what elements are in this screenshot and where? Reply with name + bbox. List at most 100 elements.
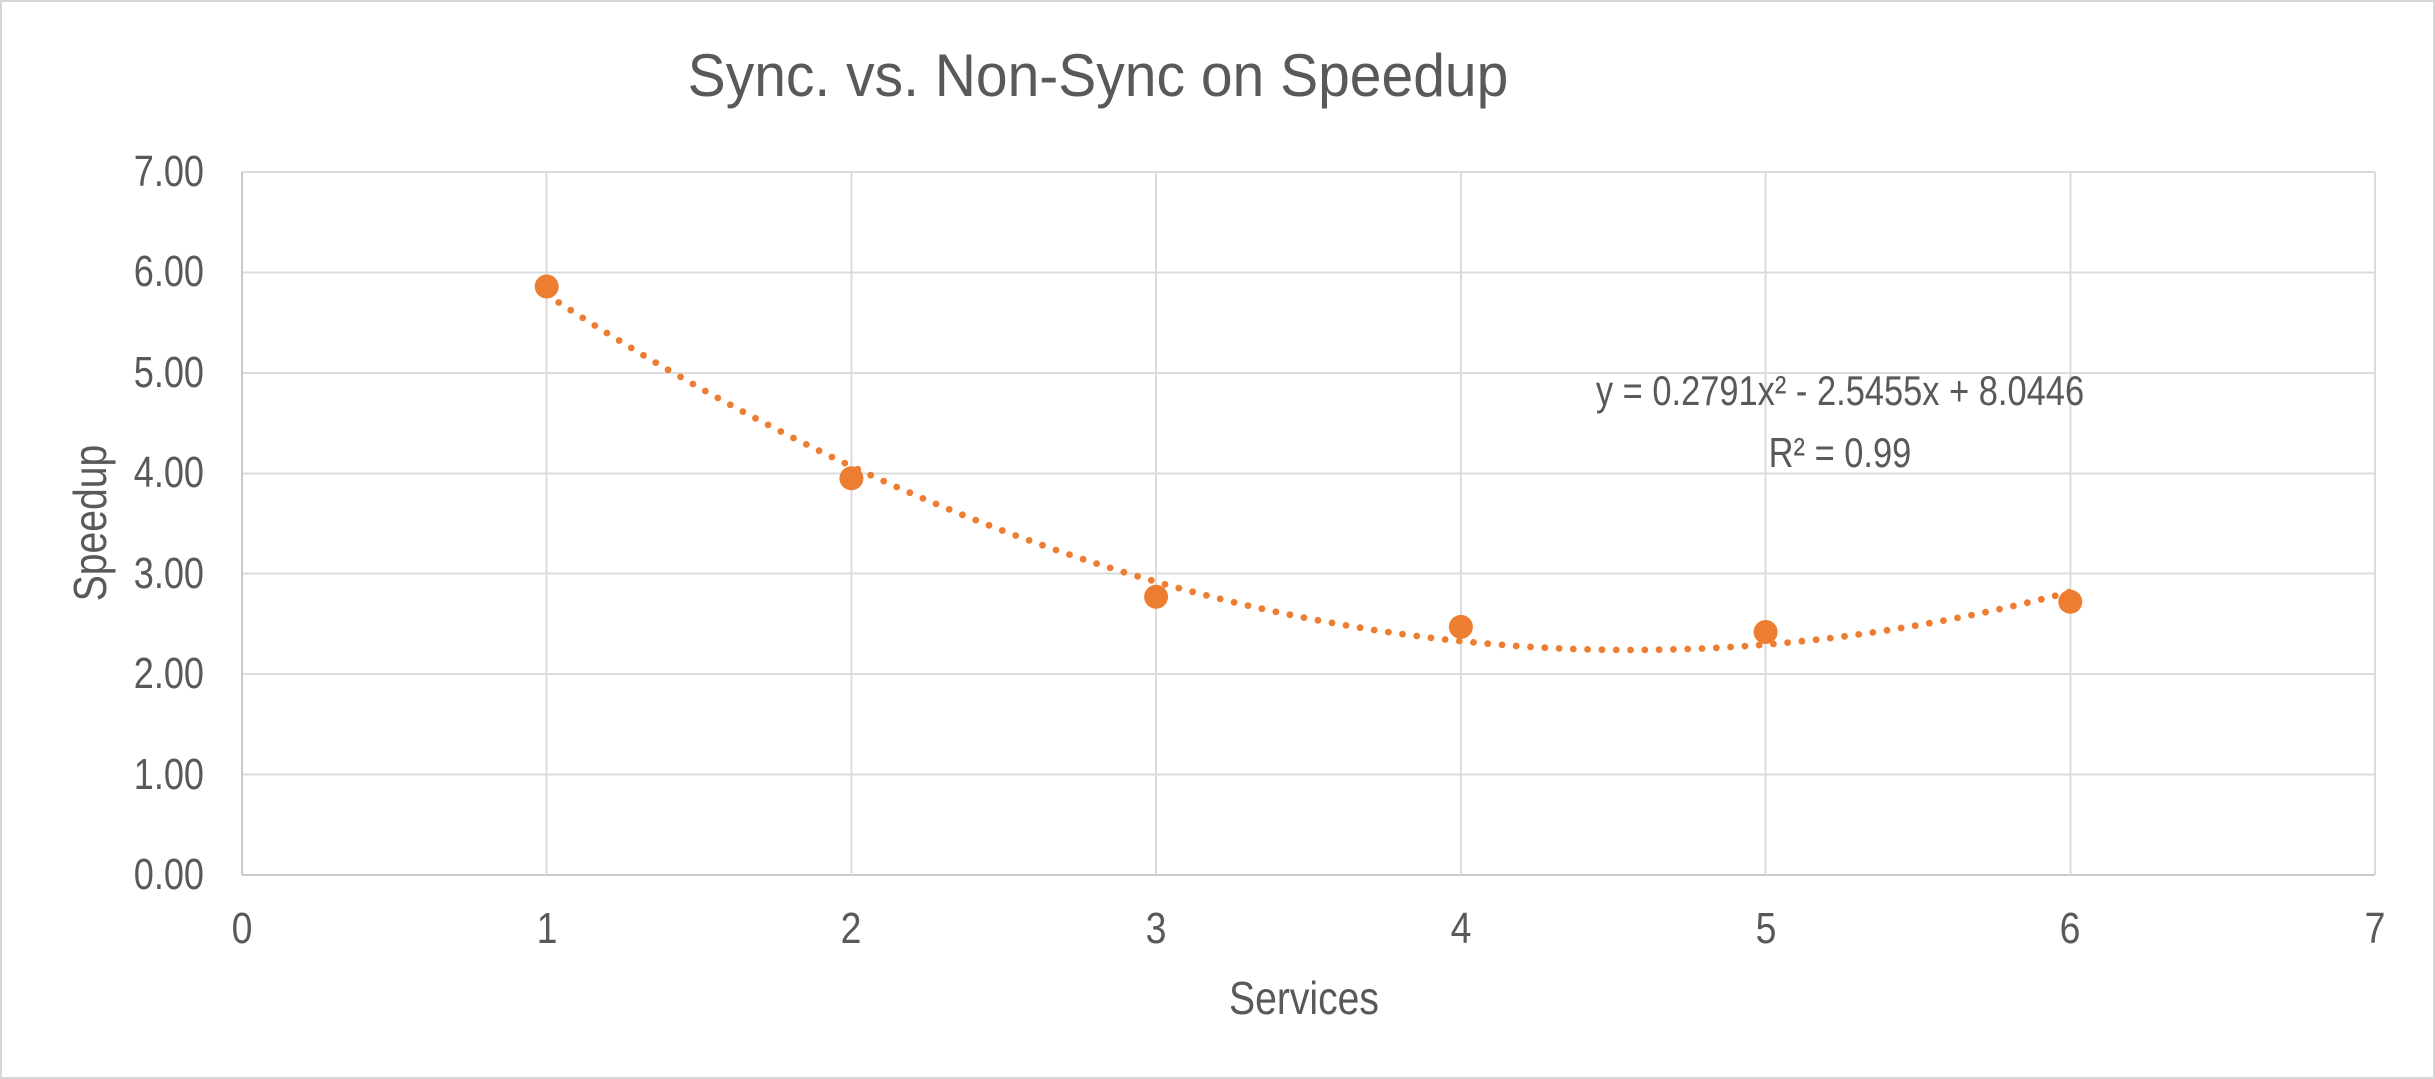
trendline-dot bbox=[1203, 592, 1210, 599]
trendline-dot bbox=[2037, 595, 2045, 603]
trendline-dot bbox=[1356, 624, 1364, 632]
trendline-dot bbox=[1841, 632, 1848, 640]
data-point bbox=[534, 274, 559, 299]
trendline-dot bbox=[1982, 608, 1989, 616]
trendline-dot bbox=[664, 366, 672, 374]
trendline-dot bbox=[1272, 608, 1280, 616]
trendline-dot bbox=[1670, 646, 1677, 653]
trendline-dot bbox=[1455, 637, 1463, 645]
trendline-dot bbox=[1655, 646, 1663, 654]
trendline-dot bbox=[1244, 602, 1252, 609]
trendline-dot bbox=[1684, 645, 1692, 653]
trendline-equation: y = 0.2791x² - 2.5455x + 8.0446 bbox=[1595, 367, 2085, 414]
data-point bbox=[1753, 620, 1778, 644]
trendline-dot bbox=[1968, 611, 1975, 619]
trendline-dot bbox=[906, 489, 914, 497]
trendline-dot bbox=[985, 521, 993, 529]
trendline-dot bbox=[1727, 643, 1734, 651]
trendline-dot bbox=[1584, 646, 1591, 653]
trendline-dot bbox=[1784, 639, 1791, 646]
trendline-dot bbox=[1328, 619, 1336, 627]
trendline-dot bbox=[1612, 646, 1620, 654]
trendline-dot bbox=[2024, 599, 2031, 607]
trendline-dot bbox=[1413, 632, 1421, 640]
trendline-dot bbox=[1470, 639, 1477, 646]
trendline-dot bbox=[880, 477, 888, 485]
trendline-dot bbox=[615, 337, 623, 344]
trendline-dot bbox=[1230, 598, 1238, 606]
trendline-dot bbox=[802, 441, 810, 448]
trendline-dot bbox=[1498, 641, 1506, 649]
trendline-dot bbox=[1883, 626, 1891, 634]
trendline-dot bbox=[1039, 541, 1046, 549]
y-axis-title: Speedup bbox=[64, 444, 116, 602]
trendline-dot bbox=[867, 471, 875, 479]
trendline-dot bbox=[1066, 551, 1073, 558]
trendline-dot bbox=[1911, 622, 1919, 630]
trendline-dot bbox=[1161, 580, 1169, 588]
trendline-dot bbox=[1527, 643, 1534, 651]
trendline-dot bbox=[1940, 617, 1947, 624]
trendline-dot bbox=[815, 447, 823, 455]
trendline-dot bbox=[1106, 564, 1114, 572]
data-point bbox=[2058, 589, 2083, 614]
trendline-dot bbox=[1189, 588, 1196, 596]
trendline-dot bbox=[1093, 560, 1100, 567]
trendline-label: y = 0.2791x² - 2.5455x + 8.0446 R² = 0.9… bbox=[1512, 360, 2168, 484]
data-point bbox=[839, 466, 864, 491]
trendline-dot bbox=[919, 495, 927, 502]
trendline-dot bbox=[1627, 646, 1634, 654]
trendline-dot bbox=[1012, 532, 1020, 539]
trendline-dot bbox=[1954, 614, 1961, 622]
trendline-dot bbox=[689, 380, 697, 388]
trendline-dot bbox=[1598, 646, 1606, 654]
x-axis-title: Services bbox=[1229, 972, 1379, 1024]
trendline-dot bbox=[1300, 614, 1308, 621]
trendline-dot bbox=[1741, 642, 1749, 650]
trendline-dot bbox=[591, 322, 599, 329]
trendline-dot bbox=[1812, 636, 1820, 644]
trendline-dot bbox=[1370, 626, 1378, 634]
trendline-dot bbox=[627, 344, 635, 352]
trendline-dot bbox=[1134, 572, 1141, 580]
trendline-dot bbox=[640, 351, 647, 359]
trendline-dot bbox=[1996, 605, 2003, 613]
trendline-dot bbox=[739, 408, 747, 415]
trendline-dot bbox=[652, 359, 660, 366]
trendline-dot bbox=[714, 394, 722, 402]
trendline-dot bbox=[893, 483, 901, 491]
trendline-dot bbox=[1441, 636, 1449, 643]
trendline-dot bbox=[2051, 592, 2059, 600]
trendline-dot bbox=[579, 314, 587, 322]
trendline-dot bbox=[1385, 628, 1392, 636]
trendline-dot bbox=[1755, 641, 1763, 649]
trendline-dot bbox=[959, 511, 966, 519]
trendline-dot bbox=[1555, 645, 1563, 652]
trendline-dot bbox=[1399, 630, 1406, 638]
trendline-dot bbox=[1314, 616, 1322, 624]
trendline-dot bbox=[1216, 595, 1224, 603]
trendline-dot bbox=[1484, 640, 1492, 648]
data-point bbox=[1144, 584, 1169, 609]
trendline-dot bbox=[555, 299, 563, 306]
trendline-dot bbox=[1698, 645, 1706, 652]
trendline-dot bbox=[828, 453, 836, 461]
trendline-dot bbox=[1175, 584, 1183, 592]
trendline-dot bbox=[790, 434, 797, 442]
trendline-dot bbox=[1798, 637, 1806, 645]
chart-title: Sync. vs. Non-Sync on Speedup bbox=[687, 42, 1509, 109]
trendline-dot bbox=[841, 459, 849, 467]
trendline-dot bbox=[1712, 644, 1720, 652]
trendline-dot bbox=[1286, 611, 1294, 619]
trendline-dot bbox=[945, 506, 953, 513]
trendline-dot bbox=[2010, 602, 2017, 610]
trendline-dot bbox=[567, 306, 575, 314]
trendline-dot bbox=[1512, 642, 1520, 650]
trendline-dot bbox=[1342, 622, 1350, 629]
trendline-dot bbox=[1052, 546, 1060, 554]
trendline-dot bbox=[726, 401, 734, 409]
trendline-dot bbox=[1025, 537, 1033, 544]
trendline-dot bbox=[603, 329, 611, 337]
